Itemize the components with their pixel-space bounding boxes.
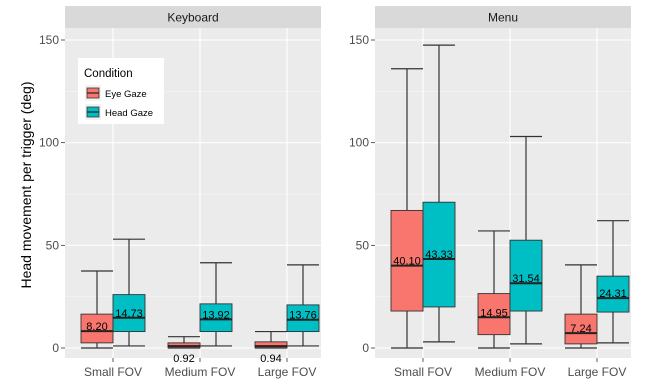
iqr-box bbox=[199, 303, 233, 333]
iqr-box bbox=[286, 304, 320, 333]
x-tick-label: Large FOV bbox=[568, 365, 627, 379]
panel-strip bbox=[375, 6, 631, 28]
legend-title: Condition bbox=[84, 68, 133, 80]
y-tick-label: 100 bbox=[349, 136, 369, 150]
median-value-label: 43.33 bbox=[425, 249, 453, 261]
box-eye-gaze: 0.92 bbox=[167, 336, 201, 365]
median-value-label: 14.95 bbox=[480, 307, 508, 319]
x-tick-label: Medium FOV bbox=[475, 365, 546, 379]
legend-label: Head Gaze bbox=[105, 108, 153, 119]
iqr-box bbox=[509, 239, 543, 312]
y-tick-label: 150 bbox=[39, 33, 59, 47]
iqr-box bbox=[112, 294, 146, 333]
iqr-box bbox=[596, 275, 630, 313]
iqr-box bbox=[477, 293, 511, 336]
median-value-label: 8.20 bbox=[86, 321, 107, 333]
box-eye-gaze: 14.95 bbox=[477, 230, 511, 349]
box-head-gaze: 31.54 bbox=[509, 135, 543, 345]
panel-strip bbox=[65, 6, 321, 28]
box-head-gaze: 43.33 bbox=[422, 44, 456, 343]
median-value-label: 13.92 bbox=[202, 309, 230, 321]
median-value-label: 0.94 bbox=[260, 353, 281, 365]
iqr-box bbox=[80, 313, 114, 344]
x-tick-label: Medium FOV bbox=[165, 365, 236, 379]
panel-title: Menu bbox=[488, 11, 518, 25]
panel-keyboard: Keyboard 0 50 100 150 Small FOV Medium FOV Larg… bbox=[39, 6, 321, 379]
median-value-label: 7.24 bbox=[570, 323, 591, 335]
y-tick-label: 0 bbox=[362, 341, 369, 355]
y-tick-label: 0 bbox=[52, 341, 59, 355]
box-eye-gaze: 7.24 bbox=[564, 264, 598, 349]
box-head-gaze: 13.76 bbox=[286, 264, 320, 347]
iqr-box bbox=[254, 341, 288, 349]
median-value-label: 31.54 bbox=[512, 273, 540, 285]
y-tick-label: 50 bbox=[46, 238, 60, 252]
legend-label: Eye Gaze bbox=[105, 89, 147, 100]
iqr-box bbox=[422, 201, 456, 308]
y-tick-label: 50 bbox=[356, 238, 370, 252]
legend: Condition Eye Gaze Head Gaze bbox=[78, 58, 164, 124]
y-axis-title: Head movement per trigger (deg) bbox=[18, 82, 34, 289]
box-head-gaze: 24.31 bbox=[596, 220, 630, 344]
box-head-gaze: 13.92 bbox=[199, 262, 233, 347]
iqr-box bbox=[564, 313, 598, 345]
panel-title: Keyboard bbox=[167, 11, 218, 25]
median-value-label: 13.76 bbox=[289, 310, 317, 322]
median-value-label: 24.31 bbox=[599, 288, 627, 300]
x-tick-label: Small FOV bbox=[394, 365, 452, 379]
median-value-label: 40.10 bbox=[393, 256, 421, 268]
y-tick-label: 100 bbox=[39, 136, 59, 150]
median-value-label: 0.92 bbox=[173, 353, 194, 365]
y-tick-label: 150 bbox=[349, 33, 369, 47]
box-eye-gaze: 0.94 bbox=[254, 330, 288, 365]
panel-menu: Menu 0 50 100 150 Small FOV Medium FOV Large FO… bbox=[349, 6, 631, 379]
median-value-label: 14.73 bbox=[115, 308, 143, 320]
x-tick-label: Large FOV bbox=[258, 365, 317, 379]
box-eye-gaze: 8.20 bbox=[80, 270, 114, 349]
box-head-gaze: 14.73 bbox=[112, 238, 146, 347]
x-tick-label: Small FOV bbox=[84, 365, 142, 379]
